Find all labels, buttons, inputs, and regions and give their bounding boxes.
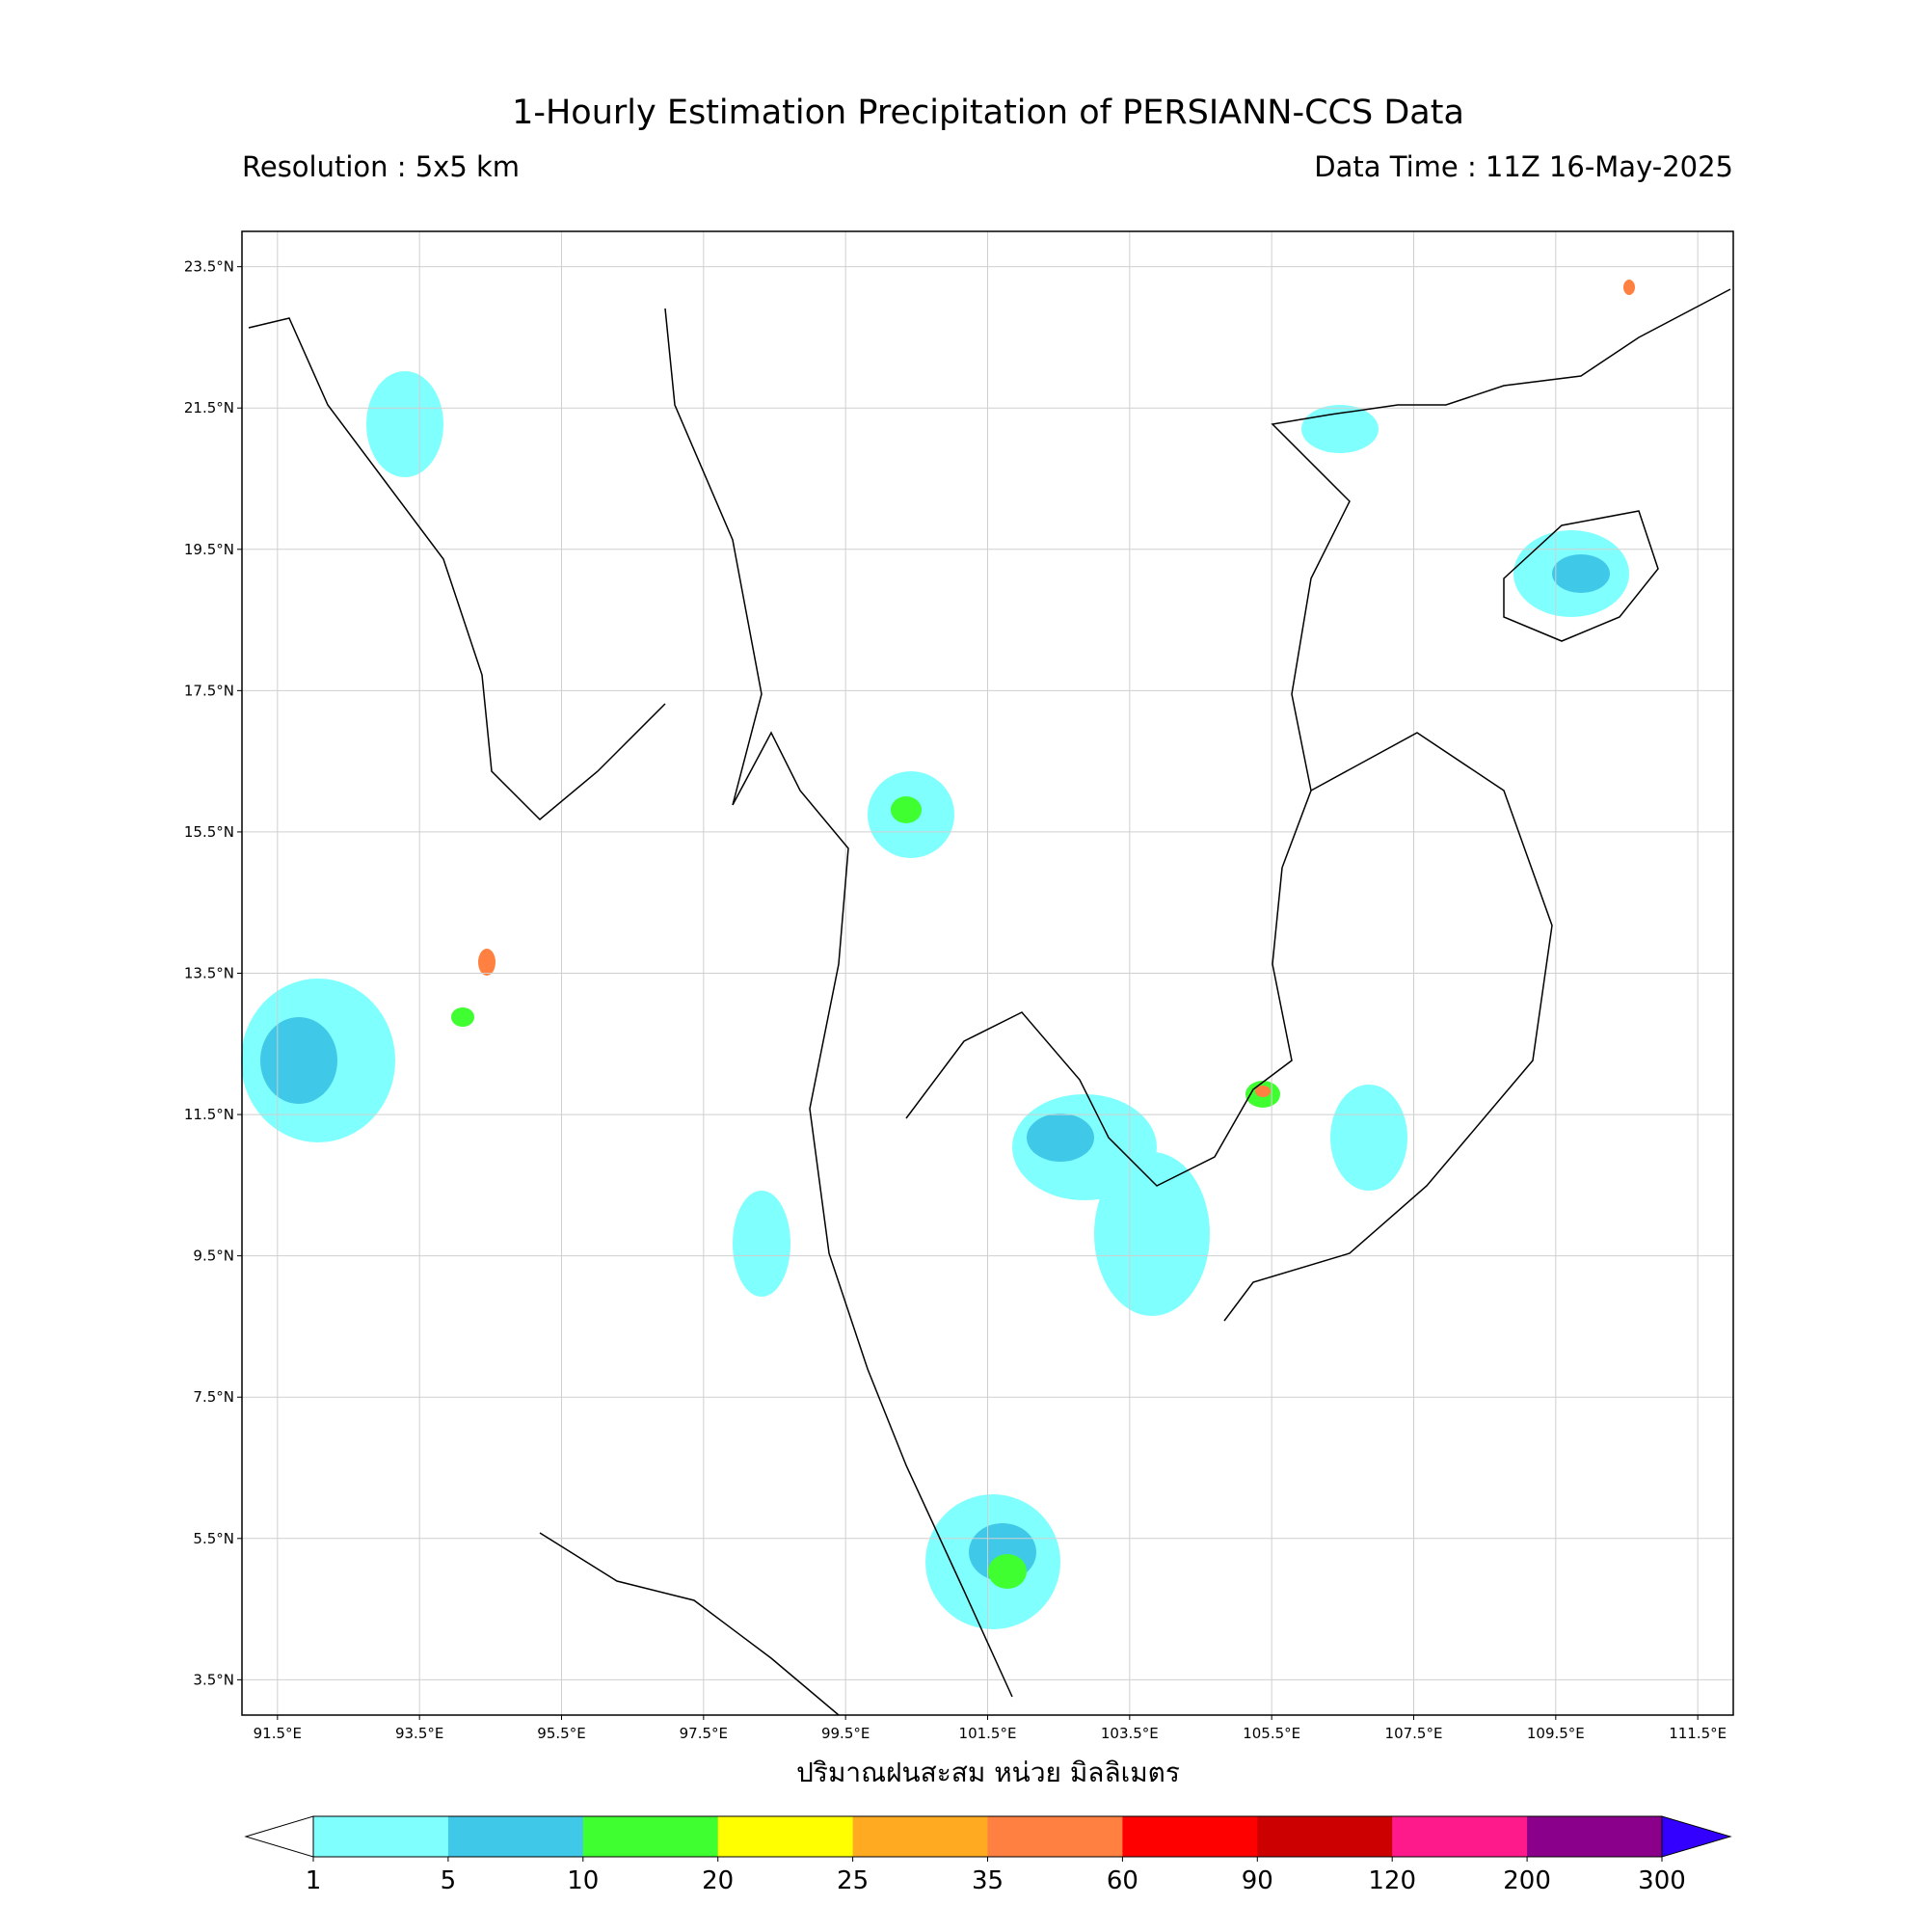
colorbar-label: 60 <box>1107 1866 1138 1895</box>
y-tick-label: 11.5°N <box>184 1106 234 1123</box>
colorbar-label: 25 <box>837 1866 869 1895</box>
colorbar-segment <box>852 1816 988 1857</box>
colorbar-label: 1 <box>306 1866 322 1895</box>
coastline <box>905 867 1293 1187</box>
rain-area <box>1094 1152 1210 1316</box>
x-tick-label: 101.5°E <box>959 1725 1017 1742</box>
colorbar-over <box>1661 1815 1732 1858</box>
y-tick-label: 19.5°N <box>184 541 234 558</box>
colorbar-segment <box>1122 1816 1258 1857</box>
x-tick-label: 95.5°E <box>537 1725 585 1742</box>
x-tick-label: 107.5°E <box>1385 1725 1443 1742</box>
y-tick-label: 17.5°N <box>184 682 234 699</box>
colorbar-segment <box>313 1816 449 1857</box>
rain-peak <box>1623 280 1635 295</box>
data-time: Data Time : 11Z 16-May-2025 <box>1314 150 1733 183</box>
rain-peaks <box>478 280 1635 1097</box>
y-tick-label: 21.5°N <box>184 399 234 416</box>
y-tick-label: 7.5°N <box>193 1388 234 1406</box>
coastline <box>1271 288 1731 869</box>
colorbar-segment <box>717 1816 854 1857</box>
rain-area <box>260 1017 337 1104</box>
rain-core <box>891 796 922 823</box>
coastline <box>248 317 666 821</box>
island <box>1503 510 1659 642</box>
rain-area <box>1330 1085 1407 1191</box>
title: 1-Hourly Estimation Precipitation of PER… <box>512 94 1464 132</box>
colorbar-segment <box>1527 1816 1663 1857</box>
rain-peak <box>1255 1086 1271 1097</box>
rain-peak <box>478 949 495 976</box>
coastlines <box>248 288 1731 1716</box>
y-tick-label: 15.5°N <box>184 823 234 841</box>
colorbar-segment <box>447 1816 584 1857</box>
y-tick-label: 3.5°N <box>193 1671 234 1688</box>
rain-core <box>451 1007 474 1027</box>
rain-area <box>733 1191 790 1297</box>
x-tick-label: 105.5°E <box>1243 1725 1300 1742</box>
x-tick-label: 103.5°E <box>1101 1725 1159 1742</box>
coastline <box>1223 732 1553 1322</box>
colorbar-segment <box>987 1816 1123 1857</box>
rain-area <box>1301 405 1379 453</box>
map <box>237 230 1734 1720</box>
colorbar-label: 90 <box>1242 1866 1273 1895</box>
rain-area <box>366 371 443 477</box>
y-tick-label: 5.5°N <box>193 1530 234 1547</box>
colorbar-label: 10 <box>567 1866 599 1895</box>
colorbar-under <box>244 1815 314 1858</box>
colorbar-segment <box>1392 1816 1528 1857</box>
y-tick-label: 13.5°N <box>184 965 234 982</box>
y-tick-label: 23.5°N <box>184 258 234 276</box>
colorbar-label: 20 <box>702 1866 734 1895</box>
colorbar-segment <box>1257 1816 1393 1857</box>
x-tick-label: 111.5°E <box>1669 1725 1727 1742</box>
rain-area <box>1027 1114 1094 1162</box>
colorbar-segment <box>582 1816 719 1857</box>
x-tick-label: 109.5°E <box>1527 1725 1585 1742</box>
x-tick-label: 97.5°E <box>680 1725 728 1742</box>
colorbar-label: 300 <box>1638 1866 1686 1895</box>
colorbar-label: 120 <box>1368 1866 1416 1895</box>
x-tick-label: 93.5°E <box>395 1725 443 1742</box>
rain-area <box>1552 554 1610 593</box>
graticule <box>242 231 1733 1715</box>
x-tick-label: 99.5°E <box>821 1725 870 1742</box>
coastline <box>664 308 1013 1698</box>
x-axis-label: ปริมาณฝนสะสม หน่วย มิลลิเมตร <box>796 1757 1180 1788</box>
coastline <box>539 1532 840 1716</box>
colorbar-label: 200 <box>1503 1866 1551 1895</box>
colorbar-label: 35 <box>972 1866 1004 1895</box>
colorbar: 1 5 10 20 25 35 60 90 120 200 300 <box>244 1815 1732 1895</box>
y-tick-label: 9.5°N <box>193 1248 234 1265</box>
rain-core <box>988 1554 1027 1589</box>
colorbar-label: 5 <box>441 1866 457 1895</box>
x-tick-label: 91.5°E <box>254 1725 302 1742</box>
resolution: Resolution : 5x5 km <box>242 150 520 183</box>
